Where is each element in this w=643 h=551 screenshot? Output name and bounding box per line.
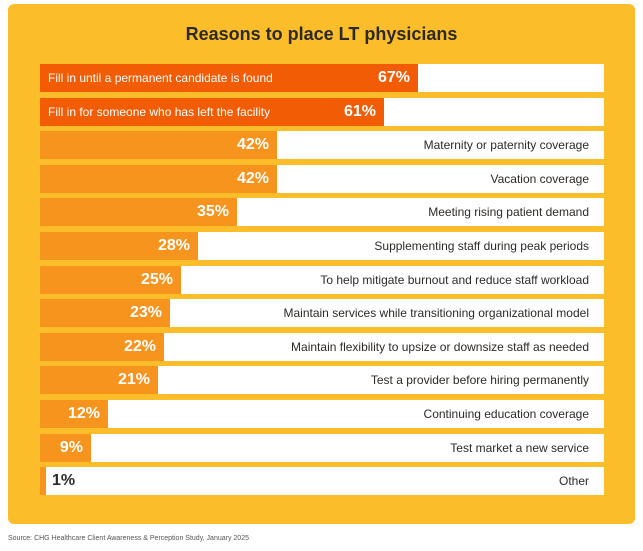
bar-row: 42% Maternity or paternity coverage <box>40 131 604 160</box>
category-label: To help mitigate burnout and reduce staf… <box>320 272 589 287</box>
value-label: 12% <box>67 405 100 422</box>
bar <box>40 366 158 395</box>
category-label: Maintain services while transitioning or… <box>283 306 590 321</box>
bar <box>40 97 384 126</box>
category-label: Meeting rising patient demand <box>428 205 589 220</box>
bar <box>40 232 198 260</box>
bar-row: 35% Meeting rising patient demand <box>40 198 604 227</box>
value-label: 9% <box>59 438 83 456</box>
bar <box>40 164 277 193</box>
bar-row: 12% Continuing education coverage <box>40 400 604 428</box>
bar <box>40 433 91 462</box>
bar-row: 28% Supplementing staff during peak perio… <box>40 232 604 260</box>
category-label: Vacation coverage <box>490 171 589 186</box>
category-label: Supplementing staff during peak periods <box>374 239 589 253</box>
bar-row: 9% Test market a new service <box>40 433 604 462</box>
value-label: 28% <box>157 237 190 254</box>
category-label: Maintain flexibility to upsize or downsi… <box>291 339 589 354</box>
bar <box>40 299 170 328</box>
bar-row: 1% Other <box>40 467 604 496</box>
category-label: Fill in for someone who has left the fac… <box>48 104 271 119</box>
value-label: 25% <box>140 270 173 288</box>
value-label: 22% <box>123 337 156 355</box>
bar <box>40 400 108 428</box>
category-label: Continuing education coverage <box>423 407 589 421</box>
value-label: 1% <box>52 472 76 490</box>
bar-row: 42% Vacation coverage <box>40 164 604 193</box>
bar-row: 67% Fill in until a permanent candidate i… <box>40 64 604 92</box>
bar <box>40 265 181 294</box>
value-label: 35% <box>196 203 229 221</box>
bar-row: 22% Maintain flexibility to upsize or dow… <box>40 332 604 361</box>
category-label: Test a provider before hiring permanentl… <box>370 373 589 388</box>
bar <box>40 198 237 227</box>
value-label: 42% <box>236 169 269 187</box>
bar-row: 23% Maintain services while transitioning… <box>40 299 604 328</box>
value-label: 21% <box>117 371 150 389</box>
value-label: 61% <box>343 102 376 120</box>
bar <box>40 332 164 361</box>
bar-row: 61% Fill in for someone who has left the … <box>40 97 604 126</box>
category-label: Maternity or paternity coverage <box>423 138 589 153</box>
chart-title: Reasons to place LT physicians <box>185 24 458 44</box>
category-label: Test market a new service <box>450 440 589 455</box>
category-label: Other <box>558 474 589 489</box>
bar <box>40 131 277 160</box>
category-label: Fill in until a permanent candidate is f… <box>48 71 273 85</box>
value-label: 42% <box>236 136 269 154</box>
bar <box>40 467 46 496</box>
bar-row: 21% Test a provider before hiring permane… <box>40 366 604 395</box>
value-label: 23% <box>129 304 162 322</box>
source-note: Source: CHG Healthcare Client Awareness … <box>8 535 249 542</box>
bar <box>40 64 418 92</box>
value-label: 67% <box>377 69 410 86</box>
bar-row: 25% To help mitigate burnout and reduce s… <box>40 265 604 294</box>
